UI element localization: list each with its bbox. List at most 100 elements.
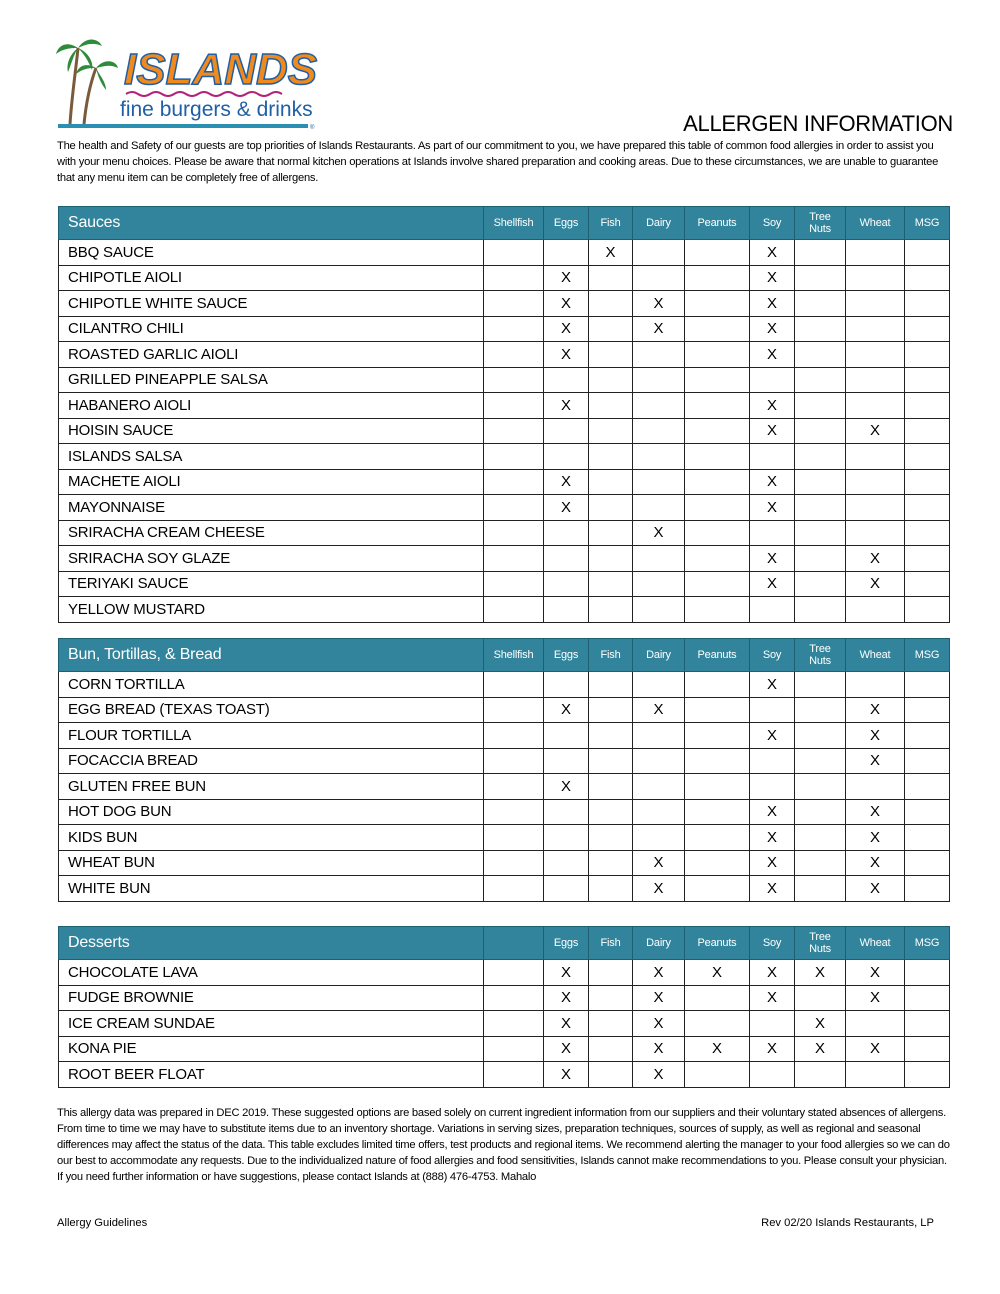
column-header: Eggs xyxy=(543,206,589,240)
allergen-mark xyxy=(684,596,750,623)
allergen-mark xyxy=(904,264,950,291)
allergen-mark xyxy=(845,1061,905,1088)
allergen-mark xyxy=(749,519,795,546)
column-header: Peanuts xyxy=(684,926,750,960)
allergen-mark xyxy=(588,494,633,521)
table-row: KONA PIE X X X X X X xyxy=(58,1035,950,1062)
allergen-mark xyxy=(588,773,633,800)
allergen-mark xyxy=(543,417,589,444)
allergen-mark: X xyxy=(543,773,589,800)
allergen-mark xyxy=(632,366,685,393)
allergen-mark xyxy=(588,392,633,419)
allergen-mark xyxy=(632,468,685,495)
column-header: Shellfish xyxy=(483,638,544,672)
item-name: EGG BREAD (TEXAS TOAST) xyxy=(58,696,484,723)
allergen-mark xyxy=(632,239,685,266)
item-name: ISLANDS SALSA xyxy=(58,443,484,470)
table-row: HOT DOG BUN X X xyxy=(58,798,950,825)
allergen-mark: X xyxy=(543,1061,589,1088)
allergen-mark xyxy=(483,341,544,368)
section-title: Sauces xyxy=(58,206,484,240)
allergen-mark xyxy=(588,798,633,825)
allergen-mark xyxy=(483,545,544,572)
allergen-mark xyxy=(588,671,633,698)
table-row: KIDS BUN X X xyxy=(58,824,950,851)
allergen-mark xyxy=(749,696,795,723)
allergen-table-bun-tortillas-bread: Bun, Tortillas, & Bread Shellfish Eggs Fish… xyxy=(58,638,950,902)
allergen-mark xyxy=(845,773,905,800)
table-row: BBQ SAUCE X X xyxy=(58,239,950,266)
allergen-mark: X xyxy=(845,875,905,902)
allergen-mark: X xyxy=(749,824,795,851)
allergen-mark: X xyxy=(543,494,589,521)
allergen-mark xyxy=(684,264,750,291)
allergen-mark xyxy=(794,596,846,623)
allergen-mark xyxy=(794,570,846,597)
allergen-mark xyxy=(904,849,950,876)
column-header: Wheat xyxy=(845,206,905,240)
allergen-mark xyxy=(684,747,750,774)
allergen-mark xyxy=(904,417,950,444)
allergen-mark xyxy=(684,239,750,266)
column-header: Dairy xyxy=(632,206,685,240)
item-name: CHIPOTLE WHITE SAUCE xyxy=(58,290,484,317)
allergen-mark xyxy=(904,494,950,521)
allergen-mark xyxy=(483,264,544,291)
column-header: Dairy xyxy=(632,638,685,672)
allergen-mark xyxy=(588,959,633,986)
allergen-mark xyxy=(904,824,950,851)
column-header: Shellfish xyxy=(483,206,544,240)
allergen-mark xyxy=(904,1010,950,1037)
allergen-mark xyxy=(684,984,750,1011)
allergen-mark xyxy=(684,671,750,698)
allergen-mark xyxy=(845,443,905,470)
allergen-mark: X xyxy=(749,1035,795,1062)
allergen-mark xyxy=(684,773,750,800)
allergen-mark xyxy=(794,468,846,495)
column-header: Dairy xyxy=(632,926,685,960)
allergen-mark xyxy=(543,596,589,623)
allergen-mark xyxy=(483,824,544,851)
allergen-mark xyxy=(684,417,750,444)
allergen-mark xyxy=(483,1010,544,1037)
allergen-mark xyxy=(588,824,633,851)
allergen-mark: X xyxy=(632,519,685,546)
allergen-mark xyxy=(749,443,795,470)
column-header: Fish xyxy=(588,206,633,240)
allergen-mark xyxy=(684,341,750,368)
item-name: WHITE BUN xyxy=(58,875,484,902)
table-row: GLUTEN FREE BUN X xyxy=(58,773,950,800)
allergen-mark xyxy=(588,468,633,495)
allergen-mark xyxy=(794,849,846,876)
allergen-mark: X xyxy=(749,875,795,902)
allergen-mark: X xyxy=(749,392,795,419)
allergen-mark xyxy=(632,722,685,749)
table-row: CHIPOTLE AIOLI X X xyxy=(58,264,950,291)
allergen-mark xyxy=(845,596,905,623)
allergen-mark: X xyxy=(749,417,795,444)
allergen-mark xyxy=(483,1061,544,1088)
allergen-mark xyxy=(794,875,846,902)
table-row: SRIRACHA SOY GLAZE X X xyxy=(58,545,950,572)
allergen-mark xyxy=(483,798,544,825)
allergen-mark xyxy=(904,596,950,623)
allergen-mark xyxy=(794,239,846,266)
table-row: WHITE BUN X X X xyxy=(58,875,950,902)
allergen-mark xyxy=(588,1035,633,1062)
item-name: FUDGE BROWNIE xyxy=(58,984,484,1011)
allergen-mark xyxy=(904,959,950,986)
allergen-mark: X xyxy=(632,315,685,342)
allergen-mark xyxy=(904,1035,950,1062)
item-name: MACHETE AIOLI xyxy=(58,468,484,495)
item-name: HOISIN SAUCE xyxy=(58,417,484,444)
allergen-mark xyxy=(632,773,685,800)
table-header-row: Sauces Shellfish Eggs Fish Dairy Peanuts Soy Tr… xyxy=(58,206,950,240)
allergen-mark: X xyxy=(845,798,905,825)
item-name: YELLOW MUSTARD xyxy=(58,596,484,623)
allergen-mark xyxy=(904,468,950,495)
allergen-mark: X xyxy=(632,984,685,1011)
allergen-mark xyxy=(794,722,846,749)
allergen-mark xyxy=(684,392,750,419)
item-name: ROASTED GARLIC AIOLI xyxy=(58,341,484,368)
allergen-mark xyxy=(684,468,750,495)
